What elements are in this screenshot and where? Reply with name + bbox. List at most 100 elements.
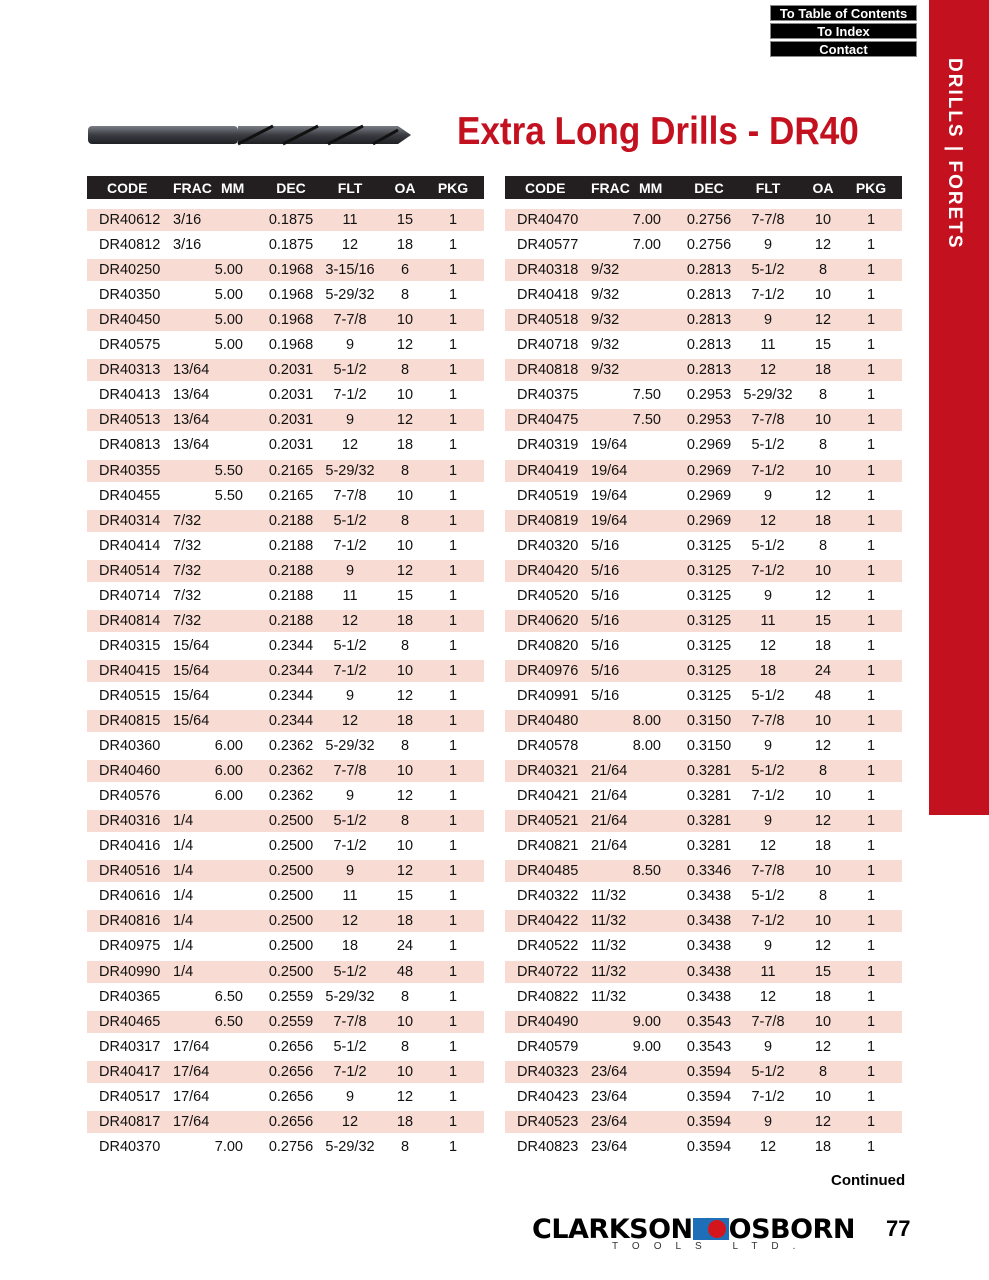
table-row: DR40375 7.50 0.2953 5-29/32 8 1 bbox=[505, 384, 902, 406]
cell-flt: 7-7/8 bbox=[333, 1013, 367, 1030]
cell-oa: 8 bbox=[400, 637, 410, 654]
cell-code: DR40523 bbox=[517, 1113, 579, 1130]
cell-pkg: 1 bbox=[448, 312, 458, 329]
cell-dec: 0.2953 bbox=[686, 387, 732, 404]
table-of-contents-link[interactable]: To Table of Contents bbox=[770, 5, 917, 21]
cell-oa: 10 bbox=[814, 462, 832, 479]
cell-oa: 18 bbox=[396, 612, 414, 629]
cell-pkg: 1 bbox=[866, 738, 876, 755]
cell-frac: 9/32 bbox=[591, 262, 620, 279]
cell-code: DR40415 bbox=[99, 662, 161, 679]
cell-oa: 8 bbox=[400, 512, 410, 529]
table-row: DR40475 7.50 0.2953 7-7/8 10 1 bbox=[505, 409, 902, 432]
cell-pkg: 1 bbox=[866, 237, 876, 254]
table-row: DR40413 13/64 0.2031 7-1/2 10 1 bbox=[87, 384, 484, 406]
cell-flt: 5-1/2 bbox=[751, 687, 785, 704]
cell-code: DR40314 bbox=[99, 512, 161, 529]
table-row: DR40976 5/16 0.3125 18 24 1 bbox=[505, 659, 902, 682]
cell-frac: 1/4 bbox=[173, 963, 194, 980]
cell-dec: 0.3125 bbox=[686, 687, 732, 704]
column-header: FRAC bbox=[591, 180, 630, 196]
cell-dec: 0.1968 bbox=[268, 312, 314, 329]
cell-code: DR40714 bbox=[99, 587, 161, 604]
column-header: PKG bbox=[437, 180, 469, 196]
cell-code: DR40513 bbox=[99, 412, 161, 429]
cell-dec: 0.3543 bbox=[686, 1013, 732, 1030]
cell-dec: 0.2813 bbox=[686, 362, 732, 379]
cell-code: DR40821 bbox=[517, 838, 579, 855]
cell-code: DR40518 bbox=[517, 312, 579, 329]
cell-oa: 10 bbox=[396, 487, 414, 504]
table-row: DR40414 7/32 0.2188 7-1/2 10 1 bbox=[87, 535, 484, 557]
table-row: DR40318 9/32 0.2813 5-1/2 8 1 bbox=[505, 259, 902, 282]
column-header: CODE bbox=[107, 180, 148, 196]
cell-pkg: 1 bbox=[448, 788, 458, 805]
table-row: DR40470 7.00 0.2756 7-7/8 10 1 bbox=[505, 209, 902, 231]
cell-frac: 5/16 bbox=[591, 562, 620, 579]
cell-pkg: 1 bbox=[866, 713, 876, 729]
table-row: DR40576 6.00 0.2362 9 12 1 bbox=[87, 785, 484, 807]
cell-dec: 0.2188 bbox=[268, 512, 314, 529]
table-row: DR40350 5.00 0.1968 5-29/32 8 1 bbox=[87, 284, 484, 306]
cell-code: DR40516 bbox=[99, 863, 161, 880]
index-link[interactable]: To Index bbox=[770, 23, 917, 39]
cell-mm: 5.00 bbox=[214, 337, 243, 354]
cell-oa: 12 bbox=[814, 487, 832, 504]
logo-emblem-icon bbox=[692, 1218, 729, 1240]
cell-frac: 23/64 bbox=[591, 1088, 628, 1105]
cell-oa: 18 bbox=[814, 362, 832, 379]
cell-frac: 19/64 bbox=[591, 462, 628, 479]
cell-dec: 0.2969 bbox=[686, 437, 732, 454]
cell-oa: 18 bbox=[396, 713, 414, 729]
cell-code: DR40722 bbox=[517, 963, 579, 980]
cell-dec: 0.2559 bbox=[268, 988, 314, 1005]
cell-oa: 18 bbox=[814, 512, 832, 529]
cell-flt: 5-1/2 bbox=[751, 888, 785, 905]
cell-flt: 7-1/2 bbox=[751, 562, 785, 579]
cell-flt: 7-7/8 bbox=[751, 212, 785, 228]
cell-flt: 7-1/2 bbox=[333, 387, 367, 404]
table-row: DR40575 5.00 0.1968 9 12 1 bbox=[87, 334, 484, 356]
cell-code: DR40976 bbox=[517, 662, 579, 679]
table-row: DR40421 21/64 0.3281 7-1/2 10 1 bbox=[505, 785, 902, 807]
cell-flt: 7-7/8 bbox=[333, 487, 367, 504]
cell-dec: 0.1875 bbox=[268, 212, 314, 228]
cell-flt: 9 bbox=[763, 487, 773, 504]
cell-flt: 5-1/2 bbox=[751, 537, 785, 554]
cell-code: DR40577 bbox=[517, 237, 579, 254]
cell-dec: 0.3125 bbox=[686, 537, 732, 554]
cell-flt: 7-1/2 bbox=[751, 788, 785, 805]
cell-pkg: 1 bbox=[448, 362, 458, 379]
cell-flt: 7-7/8 bbox=[751, 713, 785, 729]
cell-flt: 12 bbox=[341, 437, 359, 454]
cell-flt: 11 bbox=[342, 587, 358, 604]
contact-link[interactable]: Contact bbox=[770, 41, 917, 57]
table-row: DR40612 3/16 0.1875 11 15 1 bbox=[87, 209, 484, 231]
cell-flt: 9 bbox=[763, 738, 773, 755]
cell-pkg: 1 bbox=[448, 212, 458, 228]
table-row: DR40323 23/64 0.3594 5-1/2 8 1 bbox=[505, 1060, 902, 1083]
table-row: DR40513 13/64 0.2031 9 12 1 bbox=[87, 409, 484, 432]
cell-dec: 0.3543 bbox=[686, 1038, 732, 1055]
cell-flt: 5-1/2 bbox=[751, 763, 785, 780]
cell-dec: 0.3125 bbox=[686, 662, 732, 679]
cell-flt: 5-1/2 bbox=[333, 637, 367, 654]
cell-frac: 3/16 bbox=[173, 212, 202, 228]
cell-code: DR40822 bbox=[517, 988, 579, 1005]
table-row: DR40814 7/32 0.2188 12 18 1 bbox=[87, 609, 484, 632]
cell-oa: 8 bbox=[400, 738, 410, 755]
table-row: DR40821 21/64 0.3281 12 18 1 bbox=[505, 835, 902, 857]
cell-mm: 5.00 bbox=[214, 287, 243, 304]
table-row: DR40365 6.50 0.2559 5-29/32 8 1 bbox=[87, 986, 484, 1008]
cell-pkg: 1 bbox=[448, 562, 458, 579]
cell-pkg: 1 bbox=[448, 512, 458, 529]
cell-frac: 13/64 bbox=[173, 412, 210, 429]
cell-code: DR40370 bbox=[99, 1138, 161, 1155]
cell-code: DR40450 bbox=[99, 312, 161, 329]
cell-oa: 10 bbox=[814, 1088, 832, 1105]
cell-flt: 12 bbox=[759, 1138, 777, 1155]
cell-flt: 7-1/2 bbox=[333, 537, 367, 554]
cell-pkg: 1 bbox=[866, 312, 876, 329]
cell-pkg: 1 bbox=[448, 838, 458, 855]
cell-frac: 23/64 bbox=[591, 1063, 628, 1080]
